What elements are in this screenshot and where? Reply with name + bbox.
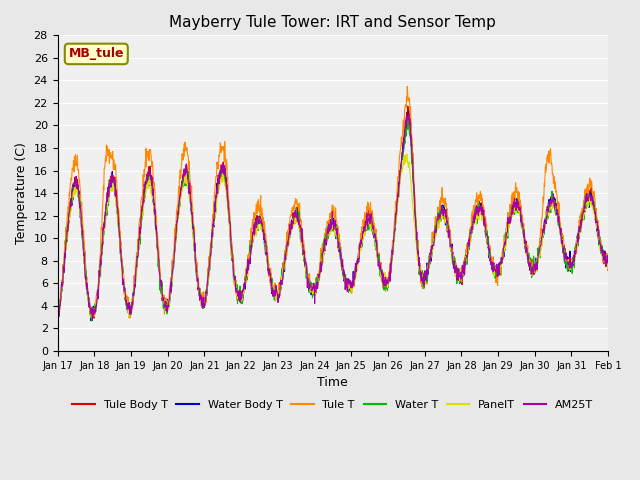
PanelT	[96, 265, 104, 271]
PanelT	[287, 226, 295, 232]
AM25T	[604, 255, 612, 261]
Water T	[309, 289, 317, 295]
Water T	[604, 263, 612, 268]
AM25T	[288, 220, 296, 226]
Water T	[54, 319, 61, 324]
AM25T	[54, 308, 61, 314]
Water T	[288, 221, 296, 227]
AM25T	[97, 256, 104, 262]
PanelT	[118, 276, 126, 281]
Tule T	[54, 323, 61, 328]
Legend: Tule Body T, Water Body T, Tule T, Water T, PanelT, AM25T: Tule Body T, Water Body T, Tule T, Water…	[68, 396, 598, 415]
AM25T	[299, 246, 307, 252]
Water Body T	[309, 290, 317, 296]
Tule Body T	[288, 220, 296, 226]
Line: Water Body T: Water Body T	[58, 112, 608, 321]
Water Body T	[299, 245, 307, 251]
Tule T	[367, 211, 374, 216]
Tule Body T	[404, 103, 412, 109]
Tule Body T	[604, 256, 612, 262]
Water T	[403, 116, 411, 122]
Tule Body T	[90, 315, 98, 321]
Water T	[97, 274, 104, 280]
AM25T	[119, 276, 127, 282]
Tule Body T	[54, 312, 61, 318]
PanelT	[403, 151, 411, 157]
Line: Tule T: Tule T	[58, 86, 608, 325]
Tule T	[118, 265, 126, 271]
AM25T	[367, 210, 375, 216]
Tule T	[299, 230, 307, 236]
PanelT	[308, 286, 316, 292]
Tule T	[308, 284, 316, 289]
Line: AM25T: AM25T	[58, 114, 608, 319]
Water T	[299, 248, 307, 254]
Tule T	[604, 263, 612, 269]
PanelT	[54, 317, 61, 323]
X-axis label: Time: Time	[317, 376, 348, 389]
Tule Body T	[119, 274, 127, 279]
Water Body T	[97, 264, 104, 270]
Tule Body T	[309, 289, 317, 295]
Tule Body T	[367, 212, 375, 217]
Water T	[54, 318, 61, 324]
PanelT	[299, 245, 307, 251]
Line: Tule Body T: Tule Body T	[58, 106, 608, 318]
Water Body T	[404, 109, 412, 115]
PanelT	[367, 226, 374, 232]
Water Body T	[119, 271, 127, 276]
AM25T	[89, 316, 97, 322]
Line: Water T: Water T	[58, 119, 608, 322]
Water T	[119, 271, 127, 277]
Water Body T	[288, 217, 296, 223]
Tule T	[403, 84, 411, 89]
Tule T	[287, 213, 295, 219]
Text: MB_tule: MB_tule	[68, 48, 124, 60]
Water T	[367, 222, 375, 228]
Water Body T	[87, 318, 95, 324]
Tule T	[96, 252, 104, 258]
Y-axis label: Temperature (C): Temperature (C)	[15, 142, 28, 244]
AM25T	[309, 285, 317, 290]
Line: PanelT: PanelT	[58, 154, 608, 320]
Water Body T	[54, 312, 61, 317]
PanelT	[604, 258, 612, 264]
Title: Mayberry Tule Tower: IRT and Sensor Temp: Mayberry Tule Tower: IRT and Sensor Temp	[170, 15, 496, 30]
Water Body T	[604, 258, 612, 264]
Tule Body T	[299, 252, 307, 258]
Water Body T	[367, 215, 375, 220]
Tule Body T	[97, 264, 104, 270]
AM25T	[405, 111, 413, 117]
